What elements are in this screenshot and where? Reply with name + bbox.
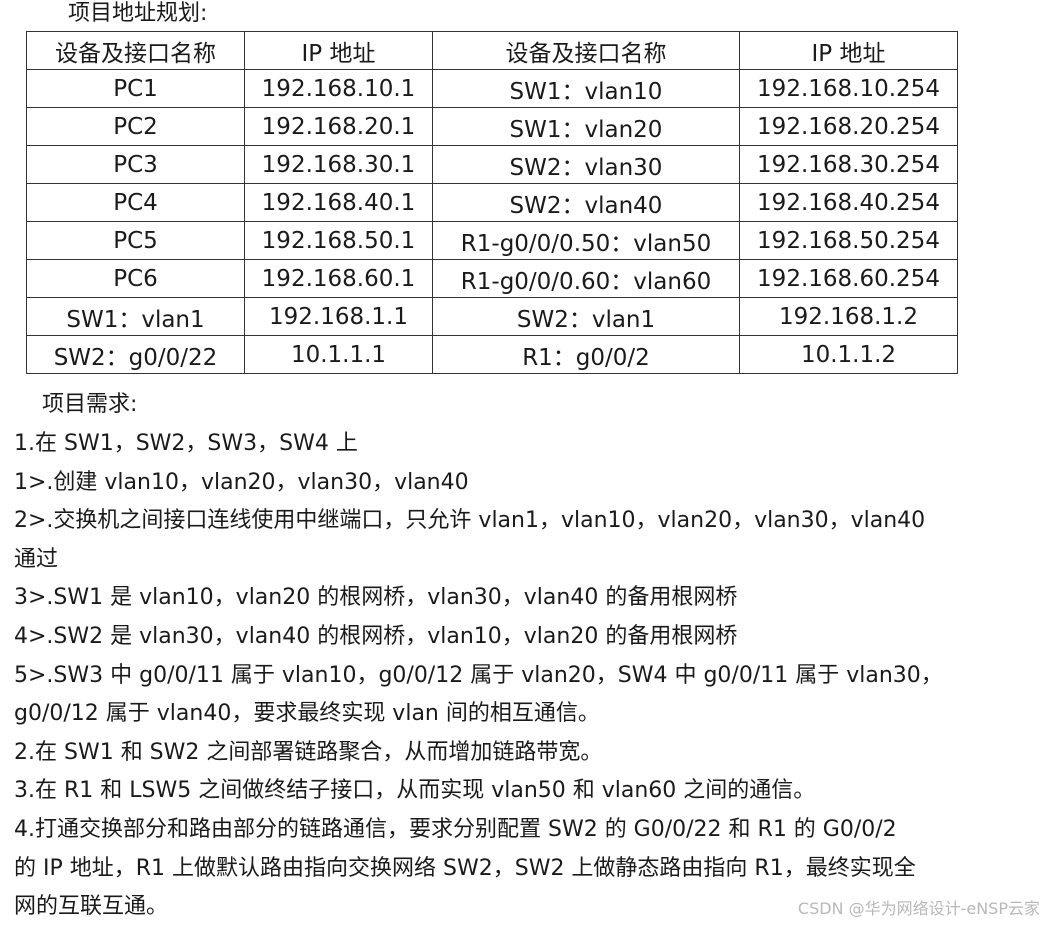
table-cell: 192.168.10.1: [244, 69, 433, 108]
requirement-line: 2.在 SW1 和 SW2 之间部署链路聚合，从而增加链路带宽。: [14, 739, 603, 765]
table-cell: SW1：vlan10: [432, 69, 740, 108]
requirement-line: 5>.SW3 中 g0/0/11 属于 vlan10，g0/0/12 属于 vl…: [14, 662, 943, 688]
table-row: PC6 192.168.60.1 R1-g0/0/0.60：vlan60 192.16…: [26, 259, 958, 298]
table-cell: 192.168.1.2: [739, 297, 958, 336]
requirements-list: 1.在 SW1，SW2，SW3，SW4 上 1>.创建 vlan10，vlan20…: [14, 425, 1044, 927]
requirement-line: 网的互联互通。: [14, 894, 169, 920]
section-title-requirements: 项目需求:: [42, 392, 138, 417]
table-cell: SW2：vlan1: [432, 297, 740, 336]
table-cell: R1：g0/0/2: [432, 335, 740, 374]
table-cell: 192.168.10.254: [739, 69, 958, 108]
table-cell: 192.168.50.1: [244, 221, 433, 260]
table-cell: 192.168.1.1: [244, 297, 433, 336]
table-cell: SW1：vlan1: [26, 297, 245, 336]
table-cell: IP 地址: [739, 31, 958, 70]
table-cell: SW2：vlan40: [432, 183, 740, 222]
section-title-address-plan: 项目地址规划:: [68, 1, 208, 26]
table-cell: 192.168.40.1: [244, 183, 433, 222]
table-cell: PC1: [26, 69, 245, 108]
table-row: PC5 192.168.50.1 R1-g0/0/0.50：vlan50 192.16…: [26, 221, 958, 260]
table-cell: PC4: [26, 183, 245, 222]
table-row: PC1 192.168.10.1 SW1：vlan10 192.168.10.254: [26, 69, 958, 108]
table-row: PC2 192.168.20.1 SW1：vlan20 192.168.20.254: [26, 107, 958, 146]
table-cell: 设备及接口名称: [26, 31, 245, 70]
requirement-line: 4.打通交换部分和路由部分的链路通信，要求分别配置 SW2 的 G0/0/22 …: [14, 816, 897, 842]
table-cell: 192.168.20.1: [244, 107, 433, 146]
table-cell: 192.168.50.254: [739, 221, 958, 260]
requirement-line: 1.在 SW1，SW2，SW3，SW4 上: [14, 431, 358, 456]
table-cell: 192.168.20.254: [739, 107, 958, 146]
table-row: SW1：vlan1 192.168.1.1 SW2：vlan1 192.168.1.2: [26, 297, 958, 336]
table-cell: SW2：g0/0/22: [26, 335, 245, 374]
table-cell: PC5: [26, 221, 245, 260]
requirement-line: 3.在 R1 和 LSW5 之间做终结子接口，从而实现 vlan50 和 vla…: [14, 778, 816, 804]
table-row: SW2：g0/0/22 10.1.1.1 R1：g0/0/2 10.1.1.2: [26, 335, 958, 374]
table-cell: PC3: [26, 145, 245, 184]
address-table: 设备及接口名称 IP 地址 设备及接口名称 IP 地址 PC1 192.168.10.1 S…: [26, 31, 958, 374]
requirement-line: 1>.创建 vlan10，vlan20，vlan30，vlan40: [14, 469, 469, 495]
requirement-line: g0/0/12 属于 vlan40，要求最终实现 vlan 间的相互通信。: [14, 701, 600, 727]
table-cell: IP 地址: [244, 31, 433, 70]
table-row: PC3 192.168.30.1 SW2：vlan30 192.168.30.254: [26, 145, 958, 184]
table-cell: 192.168.60.1: [244, 259, 433, 298]
table-cell: 10.1.1.2: [739, 335, 958, 374]
table-row: PC4 192.168.40.1 SW2：vlan40 192.168.40.254: [26, 183, 958, 222]
table-cell: R1-g0/0/0.60：vlan60: [432, 259, 740, 298]
requirement-line: 3>.SW1 是 vlan10，vlan20 的根网桥，vlan30，vlan4…: [14, 585, 738, 611]
table-cell: SW2：vlan30: [432, 145, 740, 184]
table-header-row: 设备及接口名称 IP 地址 设备及接口名称 IP 地址: [26, 31, 958, 70]
table-cell: R1-g0/0/0.50：vlan50: [432, 221, 740, 260]
table-cell: PC2: [26, 107, 245, 146]
requirement-line: 的 IP 地址，R1 上做默认路由指向交换网络 SW2，SW2 上做静态路由指向…: [14, 855, 916, 881]
table-cell: 192.168.30.254: [739, 145, 958, 184]
table-cell: 192.168.30.1: [244, 145, 433, 184]
requirement-line: 4>.SW2 是 vlan30，vlan40 的根网桥，vlan10，vlan2…: [14, 623, 738, 649]
requirement-line: 2>.交换机之间接口连线使用中继端口，只允许 vlan1，vlan10，vlan…: [14, 508, 926, 534]
table-cell: 192.168.40.254: [739, 183, 958, 222]
table-cell: PC6: [26, 259, 245, 298]
table-cell: 设备及接口名称: [432, 31, 740, 70]
requirement-line: 通过: [14, 546, 59, 572]
watermark: CSDN @华为网络设计-eNSP云家: [797, 899, 1040, 918]
table-cell: SW1：vlan20: [432, 107, 740, 146]
table-cell: 10.1.1.1: [244, 335, 433, 374]
table-cell: 192.168.60.254: [739, 259, 958, 298]
